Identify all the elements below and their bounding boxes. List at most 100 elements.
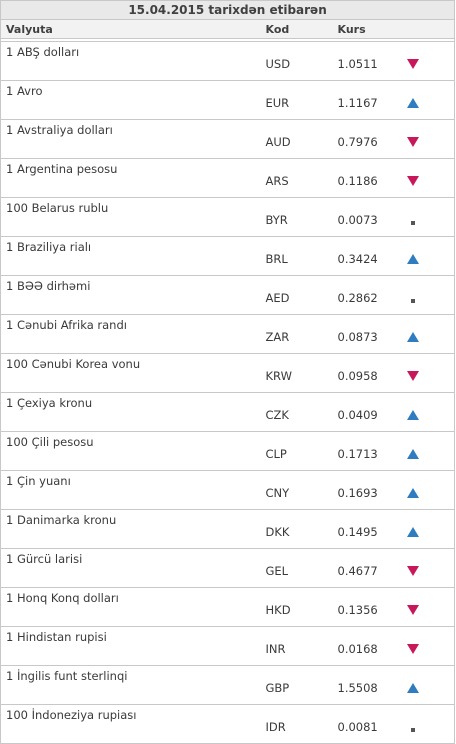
exchange-rate: 1.5508 [331, 665, 399, 705]
trend-down-icon [406, 643, 419, 654]
table-row: 1 İngilis funt sterlinqi GBP 1.5508 [0, 665, 455, 705]
trend-cell [398, 119, 455, 159]
trend-up-icon [406, 448, 419, 459]
exchange-rate: 0.4677 [331, 548, 399, 588]
exchange-rate: 0.3424 [331, 236, 399, 276]
header-code: Kod [263, 19, 332, 39]
exchange-rate: 0.1356 [331, 587, 399, 627]
currency-code: KRW [263, 353, 332, 393]
trend-up-icon [406, 487, 419, 498]
currency-name: 1 BƏƏ dirhəmi [0, 275, 264, 315]
table-row: 1 Cənubi Afrika randı ZAR 0.0873 [0, 314, 455, 354]
currency-name: 100 Cənubi Korea vonu [0, 353, 264, 393]
exchange-rate: 0.0873 [331, 314, 399, 354]
table-row: 1 BƏƏ dirhəmi AED 0.2862 [0, 275, 455, 315]
effective-date-caption: 15.04.2015 tarixdən etibarən [0, 0, 455, 20]
table-row: 1 Danimarka kronu DKK 0.1495 [0, 509, 455, 549]
exchange-rate: 0.1713 [331, 431, 399, 471]
exchange-rate: 0.0081 [331, 704, 399, 744]
header-trend [398, 19, 455, 39]
currency-code: AED [263, 275, 332, 315]
trend-down-icon [406, 136, 419, 147]
currency-name: 1 Çin yuanı [0, 470, 264, 510]
currency-code: BYR [263, 197, 332, 237]
trend-cell [398, 275, 455, 315]
table-row: 100 İndoneziya rupiası IDR 0.0081 [0, 704, 455, 744]
currency-code: AUD [263, 119, 332, 159]
trend-down-icon [406, 565, 419, 576]
currency-name: 1 ABŞ dolları [0, 41, 264, 81]
trend-cell [398, 509, 455, 549]
currency-code: USD [263, 41, 332, 81]
trend-cell [398, 80, 455, 120]
trend-up-icon [406, 97, 419, 108]
currency-name: 100 Belarus rublu [0, 197, 264, 237]
trend-cell [398, 236, 455, 276]
trend-cell [398, 158, 455, 198]
currency-code: DKK [263, 509, 332, 549]
currency-code: ZAR [263, 314, 332, 354]
currency-name: 1 İngilis funt sterlinqi [0, 665, 264, 705]
currency-name: 1 Cənubi Afrika randı [0, 314, 264, 354]
table-row: 1 Honq Konq dolları HKD 0.1356 [0, 587, 455, 627]
caption-row: 15.04.2015 tarixdən etibarən [0, 0, 455, 20]
exchange-rate: 0.0168 [331, 626, 399, 666]
table-row: 1 Braziliya rialı BRL 0.3424 [0, 236, 455, 276]
exchange-rate: 0.0409 [331, 392, 399, 432]
exchange-rate: 0.1693 [331, 470, 399, 510]
currency-code: HKD [263, 587, 332, 627]
trend-cell [398, 626, 455, 666]
trend-cell [398, 470, 455, 510]
currency-name: 1 Danimarka kronu [0, 509, 264, 549]
currency-code: GEL [263, 548, 332, 588]
currency-name: 1 Çexiya kronu [0, 392, 264, 432]
header-rate: Kurs [331, 19, 399, 39]
table-row: 1 Avstraliya dolları AUD 0.7976 [0, 119, 455, 159]
table-row: 100 Belarus rublu BYR 0.0073 [0, 197, 455, 237]
trend-cell [398, 353, 455, 393]
trend-cell [398, 392, 455, 432]
exchange-rate: 1.1167 [331, 80, 399, 120]
currency-code: GBP [263, 665, 332, 705]
exchange-rate: 0.2862 [331, 275, 399, 315]
trend-up-icon [406, 253, 419, 264]
trend-unchanged-icon [410, 727, 415, 732]
trend-cell [398, 704, 455, 744]
trend-unchanged-icon [410, 298, 415, 303]
currency-code: CLP [263, 431, 332, 471]
currency-name: 1 Gürcü larisi [0, 548, 264, 588]
currency-name: 100 İndoneziya rupiası [0, 704, 264, 744]
currency-code: EUR [263, 80, 332, 120]
exchange-rate: 0.7976 [331, 119, 399, 159]
exchange-rate: 0.1186 [331, 158, 399, 198]
currency-name: 1 Honq Konq dolları [0, 587, 264, 627]
currency-name: 1 Avstraliya dolları [0, 119, 264, 159]
currency-name: 1 Argentina pesosu [0, 158, 264, 198]
currency-name: 100 Çili pesosu [0, 431, 264, 471]
currency-name: 1 Braziliya rialı [0, 236, 264, 276]
header-row: Valyuta Kod Kurs [0, 19, 455, 39]
currency-code: CNY [263, 470, 332, 510]
table-row: 1 Gürcü larisi GEL 0.4677 [0, 548, 455, 588]
trend-up-icon [406, 409, 419, 420]
trend-down-icon [406, 370, 419, 381]
table-row: 100 Cənubi Korea vonu KRW 0.0958 [0, 353, 455, 393]
currency-code: INR [263, 626, 332, 666]
currency-code: ARS [263, 158, 332, 198]
currency-code: CZK [263, 392, 332, 432]
trend-up-icon [406, 526, 419, 537]
table-row: 100 Çili pesosu CLP 0.1713 [0, 431, 455, 471]
currency-code: BRL [263, 236, 332, 276]
table-row: 1 Çin yuanı CNY 0.1693 [0, 470, 455, 510]
trend-cell [398, 431, 455, 471]
table-row: 1 Avro EUR 1.1167 [0, 80, 455, 120]
trend-cell [398, 41, 455, 81]
trend-up-icon [406, 682, 419, 693]
trend-cell [398, 548, 455, 588]
trend-cell [398, 197, 455, 237]
table-row: 1 Argentina pesosu ARS 0.1186 [0, 158, 455, 198]
exchange-rate: 0.0958 [331, 353, 399, 393]
exchange-rate: 0.0073 [331, 197, 399, 237]
